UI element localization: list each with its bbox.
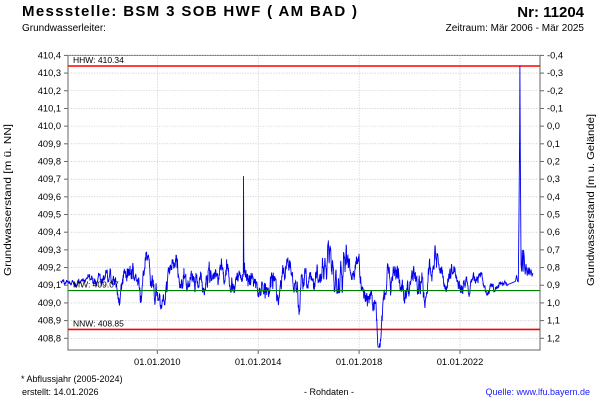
svg-text:Nr: 11204: Nr: 11204: [517, 4, 584, 21]
svg-text:0,4: 0,4: [547, 192, 560, 202]
svg-text:409,1: 409,1: [38, 280, 61, 290]
svg-text:0,6: 0,6: [547, 227, 560, 237]
svg-text:Grundwasserleiter:: Grundwasserleiter:: [22, 23, 106, 34]
svg-text:01.01.2022: 01.01.2022: [437, 357, 484, 367]
svg-text:409,7: 409,7: [38, 174, 61, 184]
svg-text:Quelle: www.lfu.bayern.de: Quelle: www.lfu.bayern.de: [485, 387, 590, 397]
svg-text:1,2: 1,2: [547, 333, 560, 343]
svg-text:- Rohdaten -: - Rohdaten -: [304, 387, 354, 397]
svg-text:1,0: 1,0: [547, 298, 560, 308]
svg-text:erstellt: 14.01.2026: erstellt: 14.01.2026: [22, 387, 99, 397]
svg-text:409,3: 409,3: [38, 245, 61, 255]
svg-text:409,0: 409,0: [38, 298, 61, 308]
svg-text:NNW: 408.85: NNW: 408.85: [73, 318, 124, 328]
svg-text:Grundwasserstand [m ü. NN]: Grundwasserstand [m ü. NN]: [3, 124, 14, 276]
svg-text:01.01.2010: 01.01.2010: [134, 357, 181, 367]
svg-text:409,9: 409,9: [38, 139, 61, 149]
svg-text:0,1: 0,1: [547, 139, 560, 149]
svg-text:-0,4: -0,4: [547, 50, 563, 60]
svg-text:* Abflussjahr (2005-2024): * Abflussjahr (2005-2024): [21, 374, 123, 384]
svg-text:408,8: 408,8: [38, 333, 61, 343]
svg-text:0,9: 0,9: [547, 280, 560, 290]
svg-text:MW: 409.07: MW: 409.07: [73, 280, 119, 290]
svg-text:-0,2: -0,2: [547, 86, 563, 96]
svg-text:410,4: 410,4: [38, 50, 61, 60]
svg-text:0,5: 0,5: [547, 210, 560, 220]
svg-text:1,1: 1,1: [547, 316, 560, 326]
svg-text:410,0: 410,0: [38, 121, 61, 131]
svg-text:-0,1: -0,1: [547, 103, 563, 113]
svg-text:01.01.2014: 01.01.2014: [235, 357, 282, 367]
svg-text:409,2: 409,2: [38, 263, 61, 273]
svg-text:409,5: 409,5: [38, 210, 61, 220]
svg-text:0,0: 0,0: [547, 121, 560, 131]
svg-text:Grundwasserstand [m u. Gelände: Grundwasserstand [m u. Gelände]: [586, 114, 597, 286]
svg-text:409,8: 409,8: [38, 156, 61, 166]
svg-text:0,2: 0,2: [547, 156, 560, 166]
svg-text:HHW: 410.34: HHW: 410.34: [73, 55, 124, 65]
svg-text:0,7: 0,7: [547, 245, 560, 255]
svg-text:Messstelle: BSM 3 SOB HWF ( A: Messstelle: BSM 3 SOB HWF ( AM BAD ): [22, 3, 358, 20]
svg-text:409,6: 409,6: [38, 192, 61, 202]
svg-text:410,1: 410,1: [38, 103, 61, 113]
svg-text:410,2: 410,2: [38, 86, 61, 96]
svg-text:409,4: 409,4: [38, 227, 61, 237]
svg-text:01.01.2018: 01.01.2018: [336, 357, 383, 367]
svg-text:410,3: 410,3: [38, 68, 61, 78]
svg-text:0,8: 0,8: [547, 263, 560, 273]
svg-text:-0,3: -0,3: [547, 68, 563, 78]
svg-text:0,3: 0,3: [547, 174, 560, 184]
svg-text:408,9: 408,9: [38, 316, 61, 326]
svg-text:Zeitraum: Mär 2006 - Mär 2025: Zeitraum: Mär 2006 - Mär 2025: [446, 23, 585, 34]
